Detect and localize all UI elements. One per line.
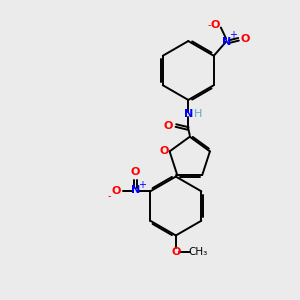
Text: O: O bbox=[164, 121, 173, 130]
Text: +: + bbox=[138, 180, 146, 190]
Text: O: O bbox=[160, 146, 169, 156]
Text: -: - bbox=[107, 191, 111, 201]
Text: CH₃: CH₃ bbox=[188, 247, 208, 257]
Text: O: O bbox=[171, 247, 181, 257]
Text: H: H bbox=[194, 109, 202, 119]
Text: -: - bbox=[208, 20, 211, 30]
Text: O: O bbox=[131, 167, 140, 177]
Text: O: O bbox=[240, 34, 250, 44]
Text: O: O bbox=[211, 20, 220, 30]
Text: O: O bbox=[111, 186, 121, 196]
Text: N: N bbox=[131, 185, 140, 195]
Text: N: N bbox=[184, 109, 193, 119]
Text: N: N bbox=[221, 37, 231, 46]
Text: +: + bbox=[229, 30, 237, 40]
